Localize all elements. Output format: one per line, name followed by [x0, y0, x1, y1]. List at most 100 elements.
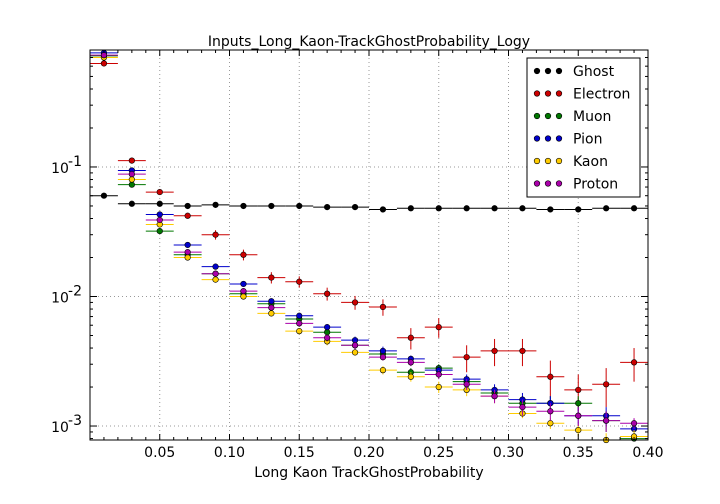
axis-ticks: 0.05 0.10 0.15 0.20 0.25 0.30 0.35 0.4010-110-2… — [51, 49, 664, 461]
legend-label: Ghost — [573, 64, 615, 80]
legend-marker — [533, 157, 541, 165]
data-point — [547, 420, 554, 427]
legend-marker — [533, 112, 541, 120]
data-point — [407, 359, 414, 366]
data-point — [407, 334, 414, 341]
data-point — [128, 200, 135, 207]
data-point — [184, 241, 191, 249]
x-tick-label: 0.05 — [144, 445, 175, 461]
legend-label: Electron — [573, 87, 630, 103]
series-electron — [90, 60, 648, 412]
data-point — [575, 427, 582, 434]
data-point — [156, 227, 163, 235]
legend-marker — [544, 135, 552, 142]
data-point — [100, 60, 108, 67]
data-point — [575, 206, 582, 213]
series-proton — [90, 52, 648, 432]
x-tick-label: 0.40 — [632, 445, 663, 461]
data-point — [519, 347, 526, 355]
data-point — [268, 274, 275, 281]
chart-title: Inputs_Long_Kaon-TrackGhostProbability_L… — [208, 34, 530, 50]
legend-marker — [555, 112, 563, 120]
legend-entry-ghost: Ghost — [533, 64, 615, 80]
data-point — [268, 304, 275, 311]
legend-marker — [544, 67, 552, 75]
data-point — [351, 204, 359, 211]
legend-marker — [555, 135, 563, 142]
legend-label: Kaon — [573, 154, 608, 170]
data-point — [324, 290, 331, 297]
data-point — [268, 310, 275, 317]
data-point — [435, 383, 442, 391]
data-point — [491, 347, 498, 355]
legend-entry-muon: Muon — [533, 109, 611, 125]
data-point — [156, 188, 163, 196]
data-point — [240, 280, 247, 288]
data-point — [128, 171, 135, 178]
data-point — [128, 157, 135, 164]
legend-marker — [533, 67, 541, 75]
legend: Ghost Electron Muon Pion Kaon Proton — [526, 57, 641, 198]
data-point — [351, 349, 359, 356]
data-point — [156, 211, 163, 218]
data-point — [603, 381, 610, 388]
data-point — [212, 263, 219, 270]
legend-entry-kaon: Kaon — [533, 154, 608, 170]
data-point — [296, 278, 303, 285]
data-point — [491, 393, 498, 400]
legend-entry-proton: Proton — [533, 177, 618, 193]
legend-marker — [555, 90, 563, 97]
data-point — [379, 347, 387, 355]
data-point — [547, 408, 554, 415]
y-tick-label: 10 — [51, 290, 69, 306]
data-point — [184, 249, 191, 256]
data-point — [630, 359, 638, 366]
data-point — [324, 324, 331, 331]
legend-marker — [533, 90, 541, 97]
data-point — [379, 354, 387, 361]
data-point — [519, 205, 526, 212]
data-point — [212, 231, 219, 238]
legend-label: Pion — [573, 132, 602, 148]
data-point — [268, 202, 275, 210]
y-tick-exponent: -3 — [68, 413, 82, 429]
data-point — [100, 52, 108, 59]
legend-entry-electron: Electron — [533, 87, 630, 103]
legend-box — [526, 57, 641, 198]
legend-label: Proton — [573, 177, 618, 193]
data-point — [240, 202, 247, 210]
data-point — [296, 312, 303, 319]
data-point — [324, 204, 331, 211]
y-tick-exponent: -2 — [68, 283, 82, 299]
data-point — [296, 320, 303, 327]
data-point — [128, 176, 135, 183]
legend-entry-pion: Pion — [533, 132, 602, 148]
legend-marker — [555, 157, 563, 165]
data-point — [435, 205, 442, 212]
legend-marker — [544, 112, 552, 120]
x-tick-label: 0.25 — [423, 445, 454, 461]
data-point — [547, 373, 554, 380]
series-ghost — [90, 192, 648, 213]
legend-marker — [533, 180, 541, 187]
legend-label: Muon — [573, 109, 611, 125]
data-point — [435, 371, 442, 378]
legend-marker — [555, 180, 563, 187]
data-point — [184, 212, 191, 219]
legend-marker — [544, 157, 552, 165]
x-axis-label: Long Kaon TrackGhostProbability — [254, 465, 483, 481]
data-point — [491, 205, 498, 212]
x-tick-label: 0.30 — [493, 445, 524, 461]
x-tick-label: 0.15 — [284, 445, 315, 461]
x-tick-label: 0.35 — [563, 445, 594, 461]
plot-frame — [89, 49, 649, 441]
data-point — [435, 324, 442, 331]
data-point — [630, 205, 638, 212]
data-point — [156, 216, 163, 224]
data-point — [575, 400, 582, 407]
data-point — [268, 298, 275, 305]
data-point — [603, 205, 610, 212]
data-point — [100, 192, 108, 199]
